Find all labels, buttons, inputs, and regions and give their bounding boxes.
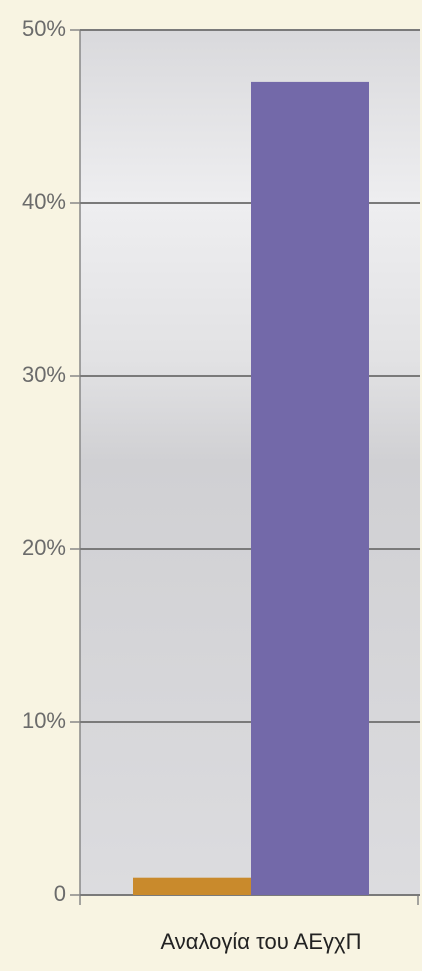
bar (133, 877, 251, 895)
y-tick-label: 40% (22, 189, 66, 214)
y-tick-label: 10% (22, 708, 66, 733)
x-tick-label: Αναλογία του ΑΕγχΠ (161, 929, 362, 954)
y-tick-label: 50% (22, 16, 66, 41)
y-tick-label: 20% (22, 535, 66, 560)
y-tick-label: 0 (54, 881, 66, 906)
y-tick-label: 30% (22, 362, 66, 387)
bar (251, 81, 369, 895)
